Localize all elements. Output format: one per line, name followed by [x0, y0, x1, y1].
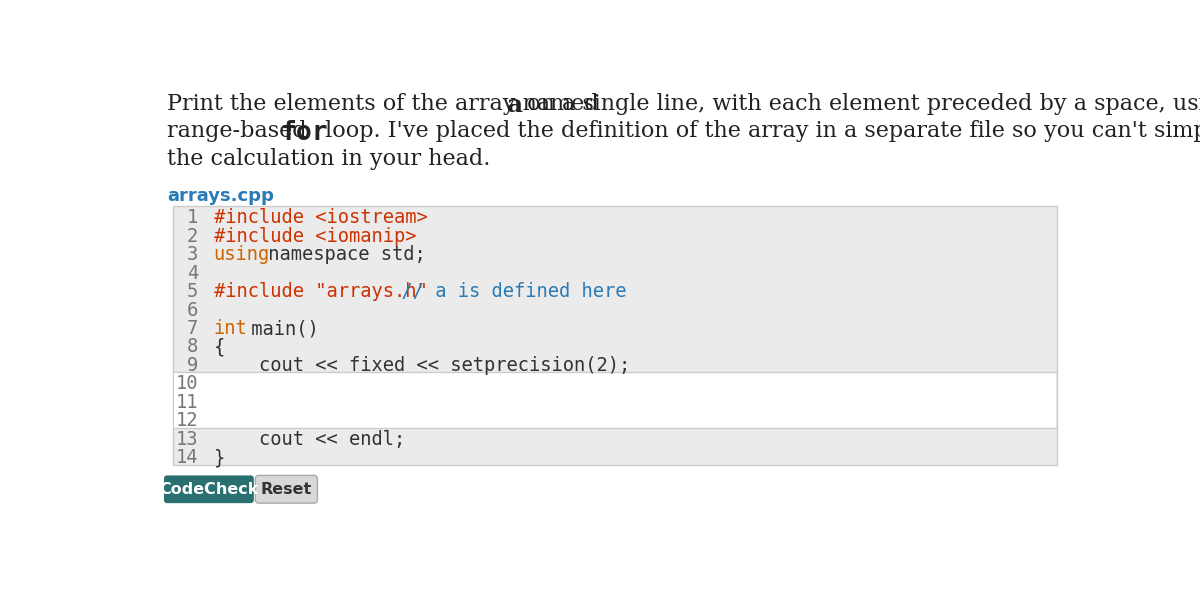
FancyBboxPatch shape: [173, 206, 1057, 465]
Text: CodeCheck: CodeCheck: [160, 482, 258, 497]
Text: cout << fixed << setprecision(2);: cout << fixed << setprecision(2);: [214, 356, 630, 375]
Text: #include <iostream>: #include <iostream>: [214, 208, 427, 227]
Text: Print the elements of the array named: Print the elements of the array named: [167, 93, 606, 114]
Text: cout << endl;: cout << endl;: [214, 430, 404, 449]
Text: using: using: [214, 245, 270, 264]
FancyBboxPatch shape: [256, 476, 317, 503]
Text: 6: 6: [187, 301, 198, 320]
Text: int: int: [214, 319, 247, 338]
Text: Reset: Reset: [260, 482, 312, 497]
Text: 13: 13: [175, 430, 198, 449]
FancyBboxPatch shape: [164, 476, 254, 503]
Text: arrays.cpp: arrays.cpp: [167, 187, 274, 205]
Text: 14: 14: [175, 448, 198, 467]
Text: // a is defined here: // a is defined here: [379, 282, 626, 301]
Text: 4: 4: [187, 263, 198, 283]
Text: 11: 11: [175, 393, 198, 412]
Text: }: }: [214, 448, 224, 467]
Text: for: for: [281, 120, 329, 146]
Text: 5: 5: [187, 282, 198, 301]
Text: #include <iomanip>: #include <iomanip>: [214, 227, 416, 246]
Text: 10: 10: [175, 374, 198, 393]
Text: range-based: range-based: [167, 120, 314, 142]
Text: 1: 1: [187, 208, 198, 227]
Text: the calculation in your head.: the calculation in your head.: [167, 148, 491, 170]
Text: a: a: [508, 93, 523, 117]
Text: 12: 12: [175, 412, 198, 431]
Text: 9: 9: [187, 356, 198, 375]
Text: 3: 3: [187, 245, 198, 264]
Text: main(): main(): [240, 319, 318, 338]
Text: on a single line, with each element preceded by a space, using a: on a single line, with each element prec…: [520, 93, 1200, 114]
Text: namespace std;: namespace std;: [257, 245, 426, 264]
Text: #include "arrays.h": #include "arrays.h": [214, 282, 427, 301]
Text: 8: 8: [187, 337, 198, 356]
FancyBboxPatch shape: [174, 372, 1056, 428]
Text: 2: 2: [187, 227, 198, 246]
Text: {: {: [214, 337, 224, 356]
Text: 7: 7: [187, 319, 198, 338]
Text: loop. I've placed the definition of the array in a separate file so you can't si: loop. I've placed the definition of the …: [318, 120, 1200, 142]
